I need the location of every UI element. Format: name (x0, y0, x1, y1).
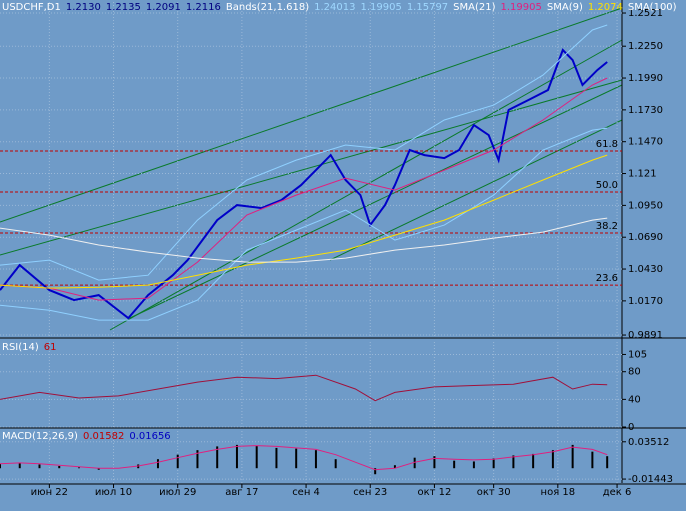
y-tick-label: 1.2521 (628, 8, 663, 19)
panel: 105 80 40 0 RSI(14) 61 (0, 342, 647, 433)
y-tick-label: 1.0690 (628, 232, 663, 243)
trend-line (0, 7, 623, 223)
trend-lines (0, 7, 623, 331)
legend-text: 0.01656 (129, 431, 170, 442)
y-tick-label: 1.121 (628, 169, 657, 180)
y-tick-label: 105 (628, 349, 647, 360)
x-tick-label: ноя 18 (541, 487, 576, 498)
series-line (0, 445, 608, 471)
legend-text: 1.24013 (314, 2, 355, 13)
series-line (0, 154, 608, 289)
panel: 0.03512 -0.01443 MACD(12,26,9) 0.01582 0.016… (0, 431, 673, 485)
legend-text: 61 (44, 342, 57, 353)
x-tick-label: сен 4 (292, 487, 320, 498)
y-tick-label: 1.0950 (628, 200, 663, 211)
legend-text: 1.2116 (186, 2, 221, 13)
x-tick-label: окт 12 (417, 487, 451, 498)
x-tick-label: окт 30 (477, 487, 511, 498)
x-tick-label: июн 22 (31, 487, 68, 498)
x-tick-label: дек 6 (603, 487, 632, 498)
y-tick-label: 40 (628, 394, 641, 405)
legend-text: 1.19905 (360, 2, 401, 13)
y-tick-label: 1.1990 (628, 73, 663, 84)
fib-label: 38.2 (596, 221, 618, 232)
x-tick-label: авг 17 (225, 487, 258, 498)
x-tick-label: июл 10 (95, 487, 132, 498)
legend-text: RSI(14) (2, 342, 39, 353)
series-line (0, 77, 608, 301)
series-line (0, 374, 608, 402)
legend-text: USDCHF,D1 (2, 2, 61, 13)
legend-text: 1.19905 (501, 2, 542, 13)
legend-text: 1.2091 (146, 2, 181, 13)
legend-text: 1.2135 (106, 2, 141, 13)
fib-label: 23.6 (596, 273, 618, 284)
y-tick-label: 1.0170 (628, 296, 663, 307)
y-tick-label: 0 (628, 422, 634, 433)
legend-text: SMA(9) (547, 2, 583, 13)
series-line (0, 24, 608, 281)
legend-text: SMA(21) (453, 2, 495, 13)
y-tick-label: 1.1470 (628, 137, 663, 148)
y-tick-label: 1.0430 (628, 264, 663, 275)
panel: 1.2521 1.2250 1.1990 1.1730 1.1470 1.121 1.095… (0, 2, 677, 341)
legend-text: 0.01582 (83, 431, 124, 442)
series-line (0, 48, 608, 320)
legend-text: SMA(100) (628, 2, 677, 13)
series-line (0, 217, 608, 263)
trend-line (109, 39, 623, 331)
legend-text: 1.2130 (66, 2, 101, 13)
legend-text: MACD(12,26,9) (2, 431, 78, 442)
y-tick-label: 80 (628, 367, 641, 378)
y-tick-label: 0.9891 (628, 330, 663, 341)
y-tick-label: 0.03512 (628, 437, 669, 448)
x-tick-label: июл 29 (159, 487, 196, 498)
y-tick-label: 1.1730 (628, 105, 663, 116)
fib-label: 61.8 (596, 139, 618, 150)
fib-label: 50.0 (596, 180, 618, 191)
legend-text: Bands(21,1.618) (226, 2, 309, 13)
y-tick-label: -0.01443 (628, 474, 673, 485)
y-tick-label: 1.2250 (628, 41, 663, 52)
legend-text: 1.15797 (407, 2, 448, 13)
trend-line (329, 119, 623, 261)
x-tick-label: сен 23 (353, 487, 387, 498)
series-line (0, 127, 608, 321)
legend-text: 1.2074 (588, 2, 623, 13)
trend-line (129, 84, 623, 319)
trend-line (0, 79, 623, 256)
